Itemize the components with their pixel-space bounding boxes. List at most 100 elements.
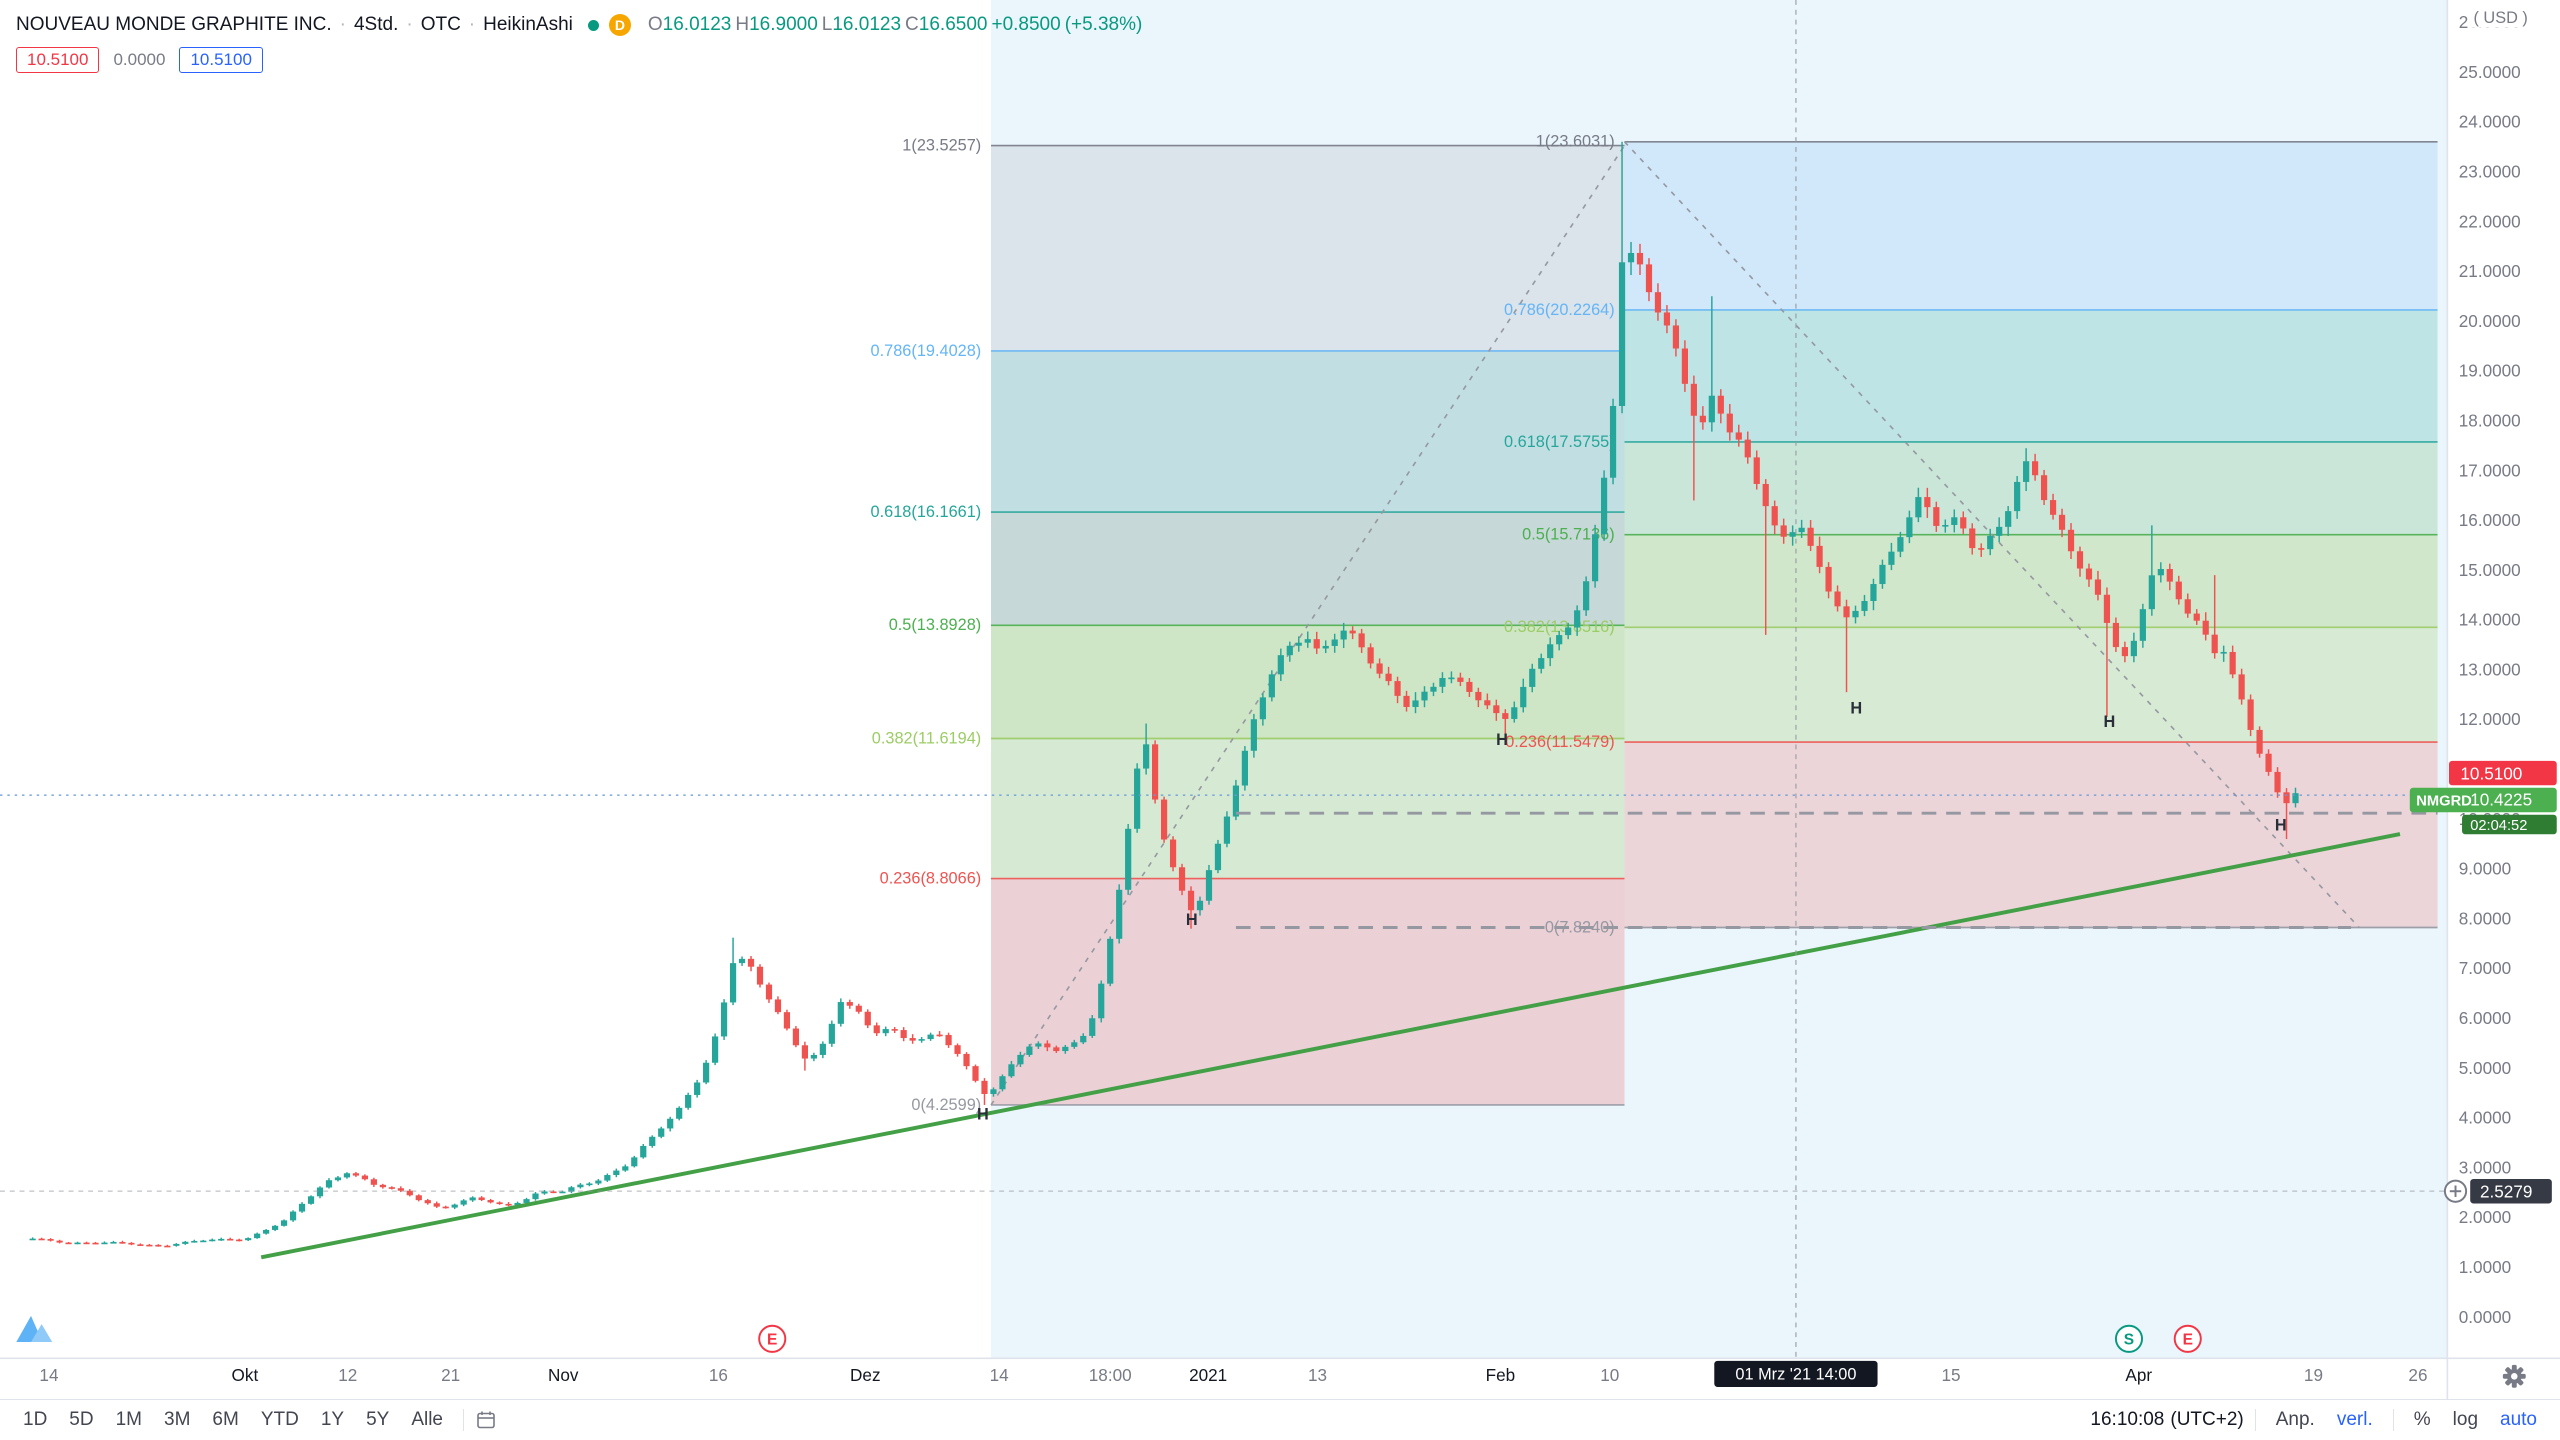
price-tick-label: 23.0000 (2459, 162, 2521, 182)
pivot-label: H (977, 1105, 989, 1123)
candle-body (1277, 655, 1284, 675)
price-tick-label: 6.0000 (2459, 1008, 2511, 1028)
fib-level-label: 0.5(15.7136) (1522, 526, 1615, 544)
chart-legend: NOUVEAU MONDE GRAPHITE INC. · 4Std. · OT… (16, 14, 1142, 36)
candle-body (1214, 843, 1222, 871)
fib-retracement-left[interactable]: 1(23.5257) 0.786(19.4028) 0.618(16.1661) 0.… (871, 137, 1625, 1114)
candle-body (819, 1043, 826, 1055)
log-scale-button[interactable]: log (2444, 1406, 2487, 1434)
price-tick-label: 18.0000 (2459, 410, 2521, 430)
tradingview-logo-icon[interactable] (16, 1315, 53, 1343)
candle-body (1475, 691, 1482, 701)
candle-body (1816, 545, 1823, 567)
range-6m[interactable]: 6M (203, 1406, 247, 1434)
candle-body (415, 1195, 422, 1201)
candle-body (1349, 630, 1356, 634)
axis-settings-gear-icon[interactable] (2502, 1364, 2526, 1388)
candle-body (1529, 668, 1536, 687)
candle-body (801, 1045, 808, 1059)
candle-body (182, 1241, 189, 1244)
range-5d[interactable]: 5D (60, 1406, 102, 1434)
price-tick-label: 13.0000 (2459, 659, 2521, 679)
candle-body (1017, 1054, 1024, 1065)
fib-trendline[interactable] (990, 145, 1626, 1106)
range-1y[interactable]: 1Y (312, 1406, 353, 1434)
candle-body (146, 1244, 153, 1247)
time-tick-label: 16 (709, 1365, 728, 1385)
candle-body (747, 958, 755, 967)
candle-body (1331, 639, 1338, 646)
time-tick-label: Okt (232, 1365, 259, 1385)
candle-body (658, 1128, 665, 1137)
candle-body (774, 999, 782, 1013)
delayed-data-badge[interactable]: D (608, 14, 631, 36)
candle-body (2256, 729, 2263, 754)
candle-body (2220, 651, 2227, 654)
fib-drawings[interactable]: 1(23.5257) 0.786(19.4028) 0.618(16.1661) 0.… (871, 133, 2438, 1114)
candle-body (936, 1034, 943, 1037)
candle-body (676, 1107, 683, 1119)
extended-hours-button[interactable]: verl. (2328, 1406, 2382, 1434)
candle-body (954, 1045, 961, 1054)
crosshair-time-value: 01 Mrz '21 14:00 (1735, 1366, 1856, 1384)
range-all[interactable]: Alle (402, 1406, 452, 1434)
clock[interactable]: 16:10:08 (UTC+2) (2090, 1409, 2243, 1431)
time-tick-label: Apr (2125, 1365, 2152, 1385)
price-tick-label: 16.0000 (2459, 510, 2521, 530)
percent-scale-button[interactable]: % (2405, 1406, 2440, 1434)
pivot-label: H (2275, 817, 2287, 835)
auto-scale-button[interactable]: auto (2491, 1406, 2546, 1434)
fib-trendline[interactable] (1623, 141, 2360, 929)
candle-body (1026, 1046, 1033, 1055)
candle-body (1618, 262, 1626, 406)
event-badge-e[interactable]: E (2173, 1324, 2202, 1353)
chart-overlays: H H H H H H E S E (0, 0, 2448, 1359)
event-badge-e[interactable]: E (758, 1324, 787, 1353)
trend-line[interactable] (260, 832, 2401, 1260)
market-status-icon[interactable] (587, 19, 599, 31)
symbol-title[interactable]: NOUVEAU MONDE GRAPHITE INC. (16, 14, 332, 35)
candle-body (2040, 475, 2048, 501)
time-axis[interactable]: 14 Okt 12 21 Nov 16 Dez 14 18:00 2021 13 Feb 10 15 Apr… (0, 1357, 2560, 1387)
candle-body (343, 1173, 351, 1178)
event-badge-s[interactable]: S (2114, 1324, 2144, 1353)
crosshair-price-tag: 2.5279 (2443, 1178, 2552, 1204)
candle-body (442, 1206, 449, 1209)
candle-body (2032, 461, 2039, 476)
range-5y[interactable]: 5Y (357, 1406, 398, 1434)
candle-body (631, 1157, 638, 1167)
candle-body (289, 1211, 297, 1221)
candle-body (1421, 691, 1428, 701)
price-label-zero: 0.0000 (113, 50, 166, 70)
candle-body (2274, 771, 2281, 793)
adjustments-button[interactable]: Anp. (2267, 1406, 2324, 1434)
interval-label[interactable]: 4Std. (353, 14, 399, 35)
time-tick-label: 14 (990, 1365, 1010, 1385)
candle-body (1062, 1046, 1069, 1052)
go-to-date-icon[interactable] (475, 1409, 497, 1431)
candle-body (2023, 461, 2030, 482)
candle-body (1645, 264, 1653, 293)
candle-body (1798, 527, 1805, 533)
candle-body (595, 1180, 602, 1184)
range-1d[interactable]: 1D (14, 1406, 56, 1434)
candle-body (1268, 674, 1275, 698)
candle-body (963, 1053, 970, 1067)
price-axis[interactable]: 0.0000 1.0000 2.0000 3.0000 4.0000 5.0000 6.00… (2409, 0, 2557, 1440)
candle-body (1987, 535, 1994, 550)
price-label-blue[interactable]: 10.5100 (179, 47, 263, 74)
range-3m[interactable]: 3M (155, 1406, 199, 1434)
fib-band (1624, 141, 2438, 310)
candle-body (900, 1030, 907, 1039)
candle-body (1178, 867, 1186, 891)
range-1m[interactable]: 1M (107, 1406, 151, 1434)
candle-body (1969, 528, 1976, 549)
range-ytd[interactable]: YTD (252, 1406, 308, 1434)
price-label-red[interactable]: 10.5100 (16, 47, 100, 74)
candle-body (254, 1233, 261, 1239)
candle-body (729, 963, 737, 1003)
candle-body (496, 1202, 503, 1205)
